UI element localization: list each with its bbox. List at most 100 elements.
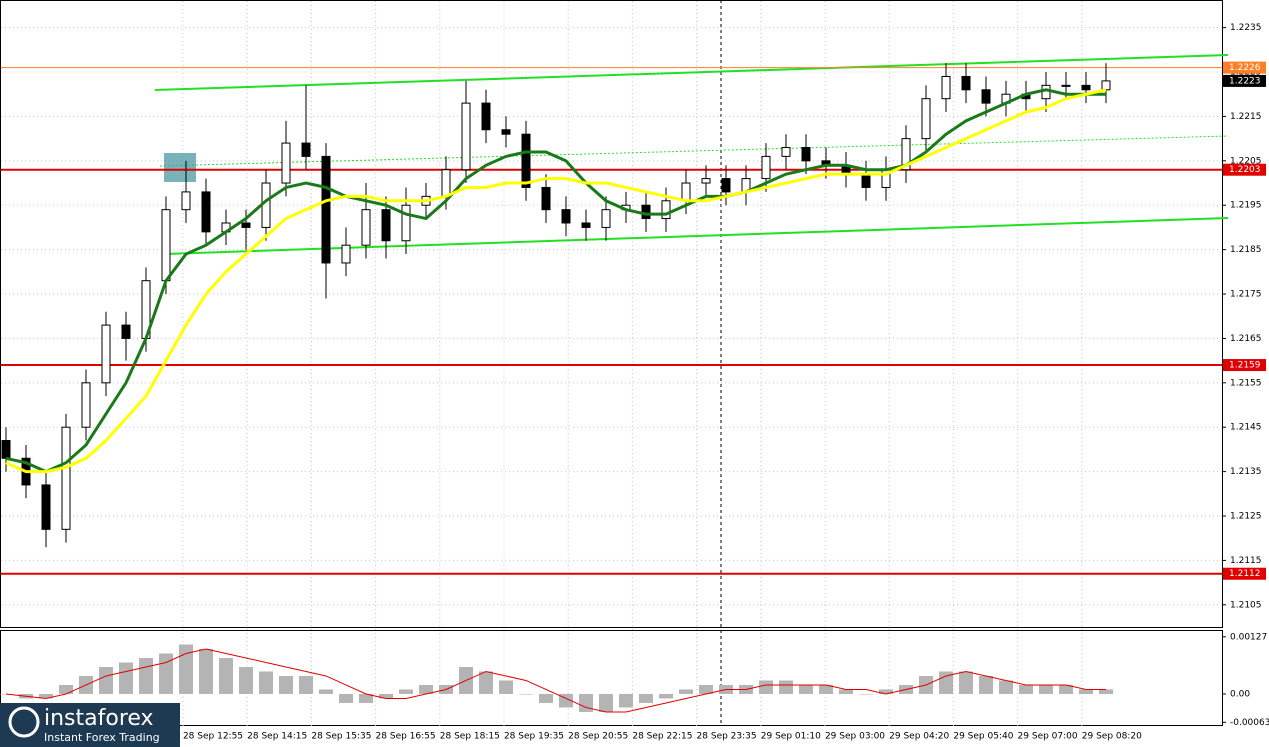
- candle-body: [41, 484, 51, 530]
- candle-body: [701, 178, 711, 184]
- level-label: 1.2159: [1229, 361, 1261, 371]
- macd-bar: [699, 684, 713, 694]
- candle-body: [1041, 84, 1051, 100]
- candle-body: [641, 204, 651, 220]
- logo-brand: instaforex: [44, 706, 154, 731]
- y-tick-label: 0.00127: [1230, 632, 1267, 642]
- macd-bar: [599, 693, 613, 712]
- candle-body: [201, 191, 211, 233]
- macd-bar: [799, 684, 813, 694]
- y-tick-label: 1.2185: [1230, 245, 1262, 255]
- candle-body: [181, 191, 191, 211]
- y-tick-label: 1.2215: [1230, 112, 1262, 122]
- y-tick-label: 1.2235: [1230, 23, 1262, 33]
- x-tick-label: 28 Sep 12:55: [183, 732, 243, 742]
- candle-body: [1061, 84, 1071, 87]
- macd-bar: [319, 689, 333, 694]
- logo-tagline: Instant Forex Trading: [44, 731, 160, 744]
- x-tick-label: 28 Sep 22:15: [632, 732, 692, 742]
- macd-bar: [99, 666, 113, 694]
- y-tick-label: 1.2155: [1230, 378, 1262, 388]
- x-tick-label: 29 Sep 04:20: [889, 732, 949, 742]
- macd-bar: [519, 693, 533, 695]
- x-tick-label: 28 Sep 23:35: [697, 732, 757, 742]
- candle-body: [901, 138, 911, 171]
- macd-bar: [539, 693, 553, 703]
- macd-bar: [39, 693, 53, 699]
- x-tick-label: 29 Sep 07:00: [1018, 732, 1078, 742]
- candle-body: [361, 209, 371, 246]
- macd-bar: [119, 662, 133, 694]
- macd-bar: [159, 653, 173, 694]
- macd-bar: [379, 693, 393, 699]
- macd-bar: [839, 689, 853, 694]
- candle-body: [661, 200, 671, 220]
- candle-body: [321, 155, 331, 264]
- candle-body: [1081, 84, 1091, 91]
- candle-body: [121, 324, 131, 339]
- level-label: 1.2203: [1229, 165, 1261, 175]
- x-tick-label: 28 Sep 14:15: [247, 732, 307, 742]
- macd-bar: [659, 693, 673, 699]
- candle-body: [521, 133, 531, 188]
- macd-bar: [299, 675, 313, 694]
- macd-bar: [779, 680, 793, 694]
- macd-bar: [199, 648, 213, 694]
- x-tick-label: 28 Sep 15:35: [311, 732, 371, 742]
- macd-bar: [1039, 684, 1053, 694]
- moving-average: [5, 88, 1107, 474]
- candle-body: [101, 324, 111, 384]
- y-tick-label: 1.2145: [1230, 423, 1262, 433]
- x-tick-label: 28 Sep 20:55: [568, 732, 628, 742]
- main-panel: [0, 0, 1223, 628]
- candle-body: [341, 244, 351, 264]
- macd-bar: [1099, 689, 1113, 694]
- candle-body: [561, 209, 571, 224]
- candle-body: [861, 173, 871, 188]
- y-tick-label: -0.00063: [1230, 718, 1269, 728]
- candle-body: [921, 98, 931, 140]
- candle-body: [601, 209, 611, 228]
- level-label-bg: [1223, 163, 1266, 176]
- level-label: 1.2226: [1229, 63, 1261, 73]
- logo: instaforex Instant Forex Trading: [0, 703, 180, 747]
- macd-bar: [999, 680, 1013, 694]
- macd-bar: [859, 693, 873, 695]
- logo-icon: [8, 706, 40, 738]
- level-label-bg: [1223, 61, 1266, 74]
- x-tick-label: 29 Sep 03:00: [825, 732, 885, 742]
- candle-body: [501, 129, 511, 135]
- x-tick-label: 29 Sep 08:20: [1082, 732, 1142, 742]
- signal-box: [164, 153, 196, 182]
- macd-bar: [1019, 684, 1033, 694]
- macd-bar: [579, 693, 593, 712]
- macd-bar: [479, 671, 493, 694]
- x-tick-label: 29 Sep 01:10: [761, 732, 821, 742]
- macd-bar: [879, 689, 893, 694]
- macd-bar: [219, 657, 233, 694]
- moving-average: [5, 88, 1106, 474]
- macd-bar: [179, 644, 193, 694]
- macd-bar: [59, 684, 73, 694]
- macd-bar: [139, 657, 153, 694]
- x-tick-label: 28 Sep 16:55: [376, 732, 436, 742]
- macd-bar: [959, 671, 973, 694]
- y-tick-label: 1.2105: [1230, 600, 1262, 610]
- candle-body: [681, 182, 691, 202]
- candle-body: [761, 155, 771, 180]
- macd-bar: [759, 680, 773, 694]
- macd-bar: [399, 689, 413, 694]
- candle-body: [401, 204, 411, 242]
- last-price-label: 1.2223: [1229, 76, 1261, 86]
- candle-body: [61, 426, 71, 530]
- candle-body: [301, 142, 311, 157]
- y-tick-label: 1.2205: [1230, 156, 1262, 166]
- macd-bar: [819, 684, 833, 694]
- macd-bar: [639, 693, 653, 703]
- macd-bar: [979, 675, 993, 694]
- level-label-bg: [1223, 567, 1266, 580]
- x-tick-label: 28 Sep 19:35: [504, 732, 564, 742]
- candle-body: [581, 222, 591, 228]
